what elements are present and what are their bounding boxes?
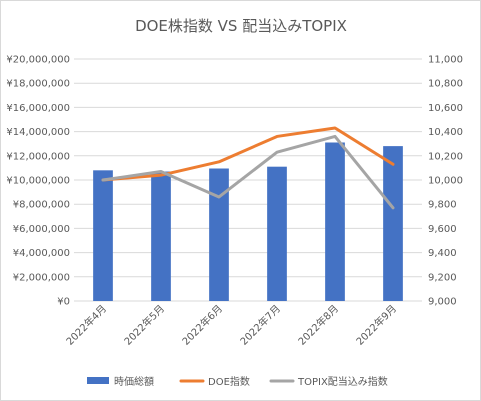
- x-axis-ticks: 2022年4月 2022年5月 2022年6月 2022年7月 2022年8月 2022年…: [63, 302, 399, 348]
- bar: [93, 170, 113, 301]
- right-axis-ticks: 9,000 9,200 9,400 9,600 9,800 10,000 10,200 10,…: [428, 55, 463, 308]
- bar: [267, 166, 287, 301]
- legend-label: TOPIX配当込み指数: [297, 375, 388, 388]
- x-tick-label: 2022年6月: [179, 302, 225, 348]
- left-tick-label: ¥14,000,000: [6, 127, 70, 138]
- series-line: [101, 134, 395, 210]
- right-tick-label: 10,200: [428, 151, 463, 162]
- legend: 時価総額 DOE指数 TOPIX配当込み指数: [87, 375, 388, 388]
- legend-label: DOE指数: [208, 375, 250, 388]
- x-tick-label: 2022年4月: [63, 302, 109, 348]
- legend-label: 時価総額: [114, 375, 154, 388]
- x-tick-label: 2022年5月: [121, 302, 167, 348]
- series-line: [101, 126, 395, 182]
- right-tick-label: 9,800: [428, 200, 457, 211]
- legend-swatch: [87, 377, 109, 384]
- left-tick-label: ¥8,000,000: [13, 200, 70, 211]
- right-tick-label: 10,400: [428, 127, 463, 138]
- right-tick-label: 10,800: [428, 79, 463, 90]
- left-tick-label: ¥10,000,000: [6, 176, 70, 187]
- left-tick-label: ¥18,000,000: [6, 79, 70, 90]
- left-tick-label: ¥12,000,000: [6, 151, 70, 162]
- right-tick-label: 9,600: [428, 224, 457, 235]
- x-tick-label: 2022年8月: [295, 302, 341, 348]
- bar: [325, 142, 345, 301]
- right-tick-label: 10,000: [428, 176, 463, 187]
- left-tick-label: ¥20,000,000: [6, 55, 70, 66]
- right-tick-label: 9,400: [428, 248, 457, 259]
- left-tick-label: ¥4,000,000: [13, 248, 70, 259]
- bar: [383, 146, 403, 301]
- left-tick-label: ¥16,000,000: [6, 103, 70, 114]
- line-series: [101, 126, 395, 210]
- x-tick-label: 2022年7月: [237, 302, 283, 348]
- bar: [209, 168, 229, 301]
- right-tick-label: 10,600: [428, 103, 463, 114]
- right-tick-label: 9,000: [428, 297, 457, 308]
- left-tick-label: ¥0: [57, 297, 70, 308]
- x-tick-label: 2022年9月: [353, 302, 399, 348]
- left-tick-label: ¥6,000,000: [13, 224, 70, 235]
- bar: [151, 171, 171, 301]
- gridlines: [74, 58, 422, 302]
- right-tick-label: 9,200: [428, 272, 457, 283]
- left-tick-label: ¥2,000,000: [13, 272, 70, 283]
- chart-title: DOE株指数 VS 配当込みTOPIX: [135, 17, 347, 35]
- bar-series-time-value: [93, 142, 403, 301]
- right-tick-label: 11,000: [428, 55, 463, 66]
- left-axis-ticks: ¥0 ¥2,000,000 ¥4,000,000 ¥6,000,000 ¥8,000,0…: [6, 55, 70, 308]
